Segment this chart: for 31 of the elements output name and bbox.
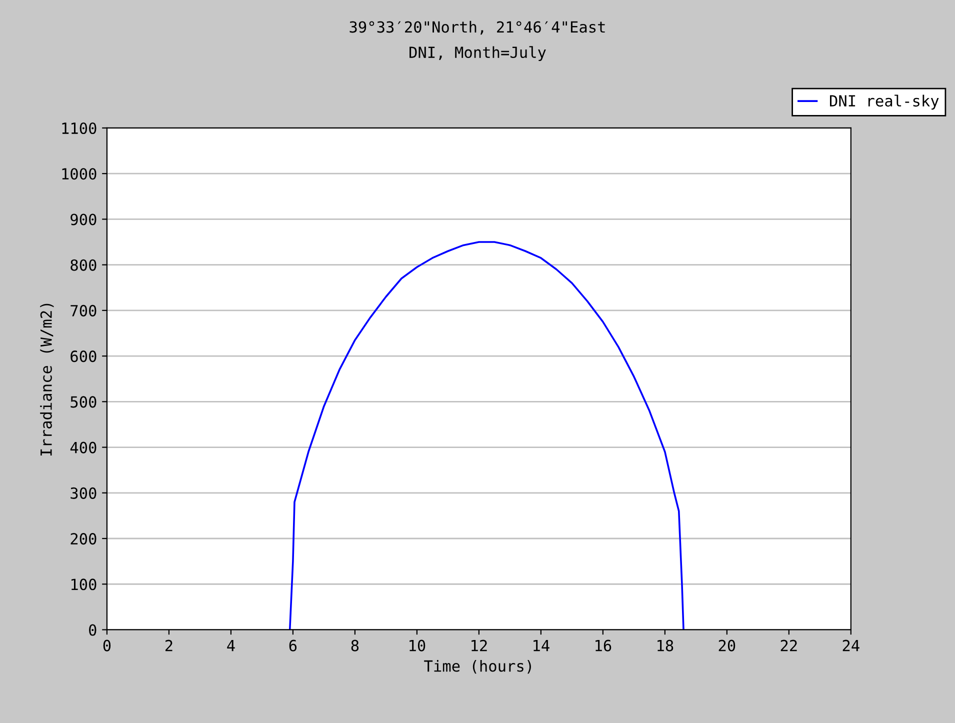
x-tick-label: 14 <box>534 640 550 652</box>
x-tick-label: 8 <box>351 640 359 652</box>
legend-label: DNI real-sky <box>830 94 939 110</box>
y-axis-title: Irradiance (W/m2) <box>40 304 54 456</box>
x-tick-label: 2 <box>165 640 172 652</box>
y-tick-label: 300 <box>70 487 96 499</box>
x-tick-label: 4 <box>227 640 235 652</box>
y-tick-label: 900 <box>70 214 96 226</box>
y-tick-label: 1000 <box>62 168 96 180</box>
x-tick-label: 22 <box>780 640 797 652</box>
y-tick-label: 0 <box>89 624 96 636</box>
x-tick-label: 24 <box>842 640 860 652</box>
y-tick-label: 200 <box>70 533 96 545</box>
y-tick-label: 100 <box>71 578 96 590</box>
y-tick-label: 1100 <box>62 122 96 134</box>
y-tick-label: 600 <box>70 350 96 362</box>
x-tick-label: 18 <box>658 640 674 652</box>
y-tick-label: 700 <box>70 304 96 316</box>
y-tick-label: 400 <box>70 442 96 454</box>
chart-subtitle: DNI, Month=July <box>410 46 546 62</box>
y-tick-label: 500 <box>70 396 96 408</box>
x-tick-label: 20 <box>718 640 736 652</box>
x-tick-label: 6 <box>289 640 297 652</box>
x-tick-label: 12 <box>472 640 487 652</box>
x-tick-label: 0 <box>103 640 111 652</box>
x-tick-label: 16 <box>596 640 612 652</box>
chart-title: 39°33′20"North, 21°46′4"East <box>350 20 605 35</box>
x-tick-label: 10 <box>410 640 426 652</box>
x-axis-title: Time (hours) <box>424 660 531 674</box>
line-series <box>288 241 684 630</box>
y-tick-label: 800 <box>70 259 96 271</box>
